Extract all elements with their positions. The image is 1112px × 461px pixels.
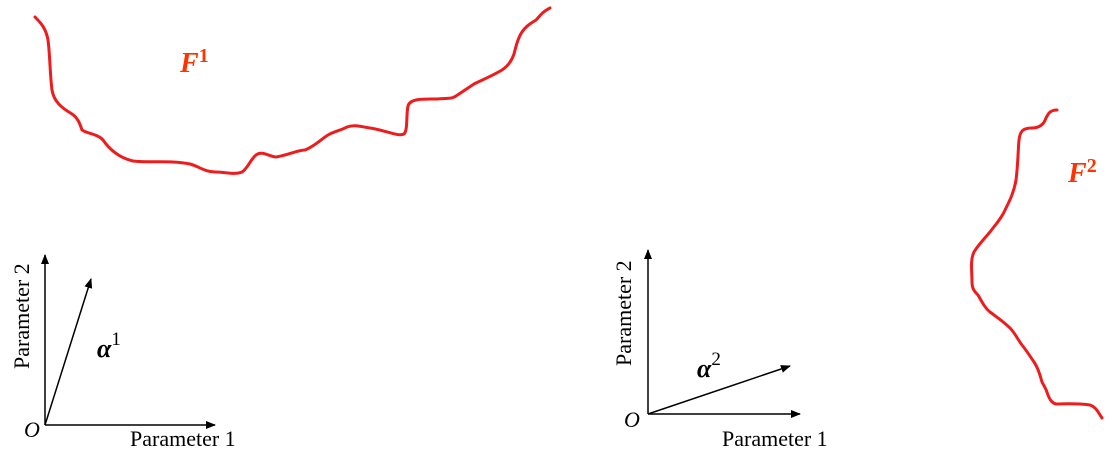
curve-f1-letter: F: [179, 48, 199, 79]
panel1-origin-label: O: [24, 417, 40, 442]
panel1-x-axis-label: Parameter 1: [130, 426, 236, 451]
curve-f1-superscript: 1: [199, 45, 209, 67]
vector-alpha2-label: α2: [697, 349, 721, 383]
curve-f2-letter: F: [1067, 158, 1087, 189]
panel2-vector-arrow: [647, 365, 791, 415]
panel2-y-axis-label: Parameter 2: [611, 260, 636, 366]
vector-alpha1-letter: α: [97, 334, 112, 363]
panel1-vector-arrow: [44, 278, 93, 426]
curve-f1: [33, 6, 552, 175]
curve-f2-superscript: 2: [1087, 155, 1097, 177]
vector-alpha1-label: α1: [97, 329, 121, 363]
curve-f1-label: F1: [179, 45, 209, 79]
curve-f2-label: F2: [1067, 155, 1097, 189]
vector-alpha2-superscript: 2: [711, 349, 721, 370]
vector-alpha2-letter: α: [697, 354, 712, 383]
panel2-x-axis-label: Parameter 1: [722, 426, 828, 451]
curve-f2: [970, 108, 1104, 420]
panel2-origin-label: O: [624, 407, 640, 432]
panel1-y-axis-label: Parameter 2: [9, 263, 34, 369]
vector-alpha1-superscript: 1: [111, 329, 121, 350]
